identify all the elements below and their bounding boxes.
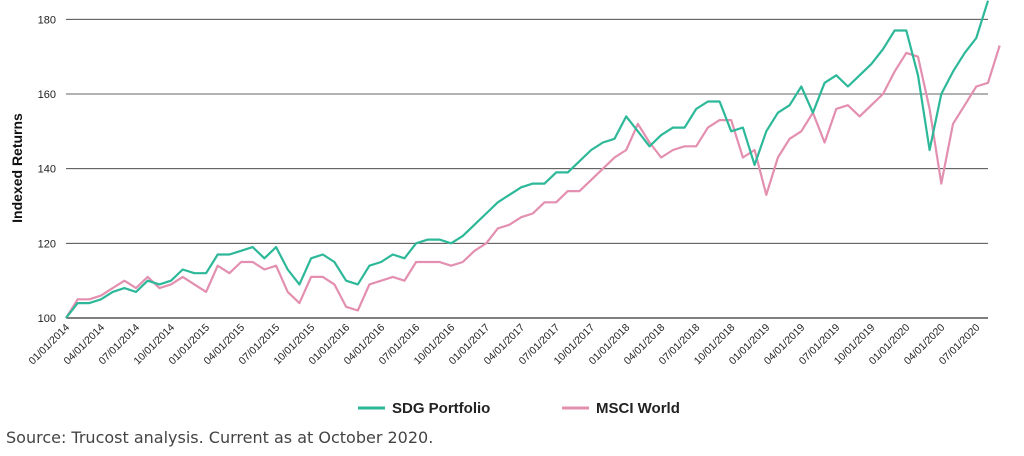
y-tick-label: 120 xyxy=(38,238,56,250)
series-lines xyxy=(65,0,1001,319)
legend-label-msci-world: MSCI World xyxy=(596,400,680,417)
legend: SDG Portfolio MSCI World xyxy=(358,400,680,417)
y-tick-label: 140 xyxy=(38,164,56,176)
legend-label-sdg-portfolio: SDG Portfolio xyxy=(392,400,490,417)
y-tick-label: 160 xyxy=(38,89,56,101)
y-tick-label: 100 xyxy=(38,313,56,325)
y-tick-labels: 100 120 140 160 180 xyxy=(38,14,56,325)
y-tick-label: 180 xyxy=(38,14,56,26)
y-axis-label: Indexed Returns xyxy=(9,113,25,223)
series-line-sdg-portfolio xyxy=(65,0,990,319)
gridlines xyxy=(66,18,988,319)
x-tick-labels: 01/01/201404/01/201407/01/201410/01/2014… xyxy=(26,322,982,368)
source-note: Source: Trucost analysis. Current as at … xyxy=(6,428,434,447)
line-chart: 100 120 140 160 180 01/01/201404/01/201407/0… xyxy=(9,0,1001,417)
series-line-msci-world xyxy=(65,45,1001,319)
